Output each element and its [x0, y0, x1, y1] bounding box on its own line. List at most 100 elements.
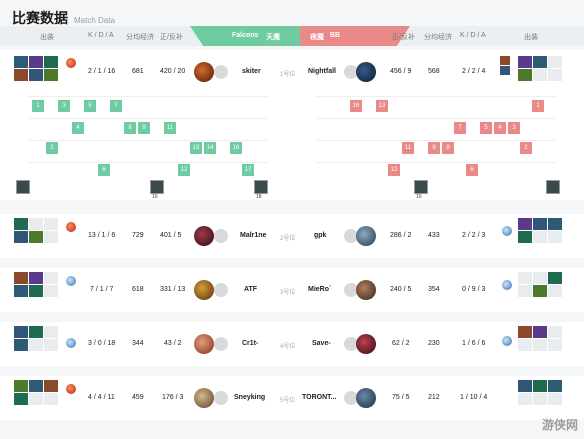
player-row-1[interactable]: 2 / 1 / 16 681 420 / 20 skiter 1号位 Night…: [0, 50, 584, 200]
gpm-right-5: 212: [428, 394, 440, 401]
kda-left-2: 13 / 1 / 6: [88, 232, 116, 239]
team-left-name-cn: 天鹰: [266, 34, 280, 41]
header-kda-right: K / D / A: [460, 32, 486, 39]
lhdn-left-1: 420 / 20: [160, 68, 186, 75]
header-gpm-right: 分均经济: [424, 34, 452, 41]
hero-icon-right-1[interactable]: [356, 62, 376, 82]
header-kda-left: K / D / A: [88, 32, 114, 39]
lhdn-right-2: 286 / 2: [390, 232, 412, 239]
team-right-banner[interactable]: 夜魇 BB: [300, 26, 410, 46]
items-right-2: [518, 218, 562, 243]
hero-icon-left-3[interactable]: [194, 280, 214, 300]
items-left-2: [14, 218, 58, 243]
kda-left-1: 2 / 1 / 16: [88, 68, 116, 75]
player-name-left-5[interactable]: Sneyking: [234, 394, 266, 401]
avatar-icon-left-5: [214, 391, 228, 405]
player-name-left-2[interactable]: Malr1ne: [240, 232, 267, 239]
player-name-left-4[interactable]: Cr1t-: [242, 340, 259, 347]
avatar-icon-right-2: [344, 229, 358, 243]
neutral-item-icon: [66, 384, 76, 394]
team-right-name: 夜魇: [310, 34, 324, 41]
hero-icon-right-5[interactable]: [356, 388, 376, 408]
hero-icon-left-4[interactable]: [194, 334, 214, 354]
gpm-left-2: 729: [132, 232, 144, 239]
skill-step: 16: [350, 100, 362, 112]
skill-step: 1: [532, 100, 544, 112]
talent-icon-left[interactable]: [254, 180, 268, 194]
player-name-right-5[interactable]: TORONT...: [302, 394, 337, 401]
avatar-icon-right-4: [344, 337, 358, 351]
gpm-left-5: 459: [132, 394, 144, 401]
page-title: 比赛数据: [12, 10, 68, 26]
skill-step: 16: [230, 142, 242, 154]
player-row-3[interactable]: 7 / 1 / 7 618 331 / 13 ATF 3号位 MieRo` 24…: [0, 268, 584, 312]
skill-step: 9: [428, 142, 440, 154]
talent-icon-right[interactable]: [414, 180, 428, 194]
gpm-left-3: 618: [132, 286, 144, 293]
gpm-right-1: 568: [428, 68, 440, 75]
gpm-right-2: 433: [428, 232, 440, 239]
player-name-right-4[interactable]: Save-: [312, 340, 331, 347]
hero-icon-left-5[interactable]: [194, 388, 214, 408]
lhdn-right-4: 62 / 2: [392, 340, 410, 347]
skill-step: 3: [58, 100, 70, 112]
hero-icon-left-2[interactable]: [194, 226, 214, 246]
skill-step: 2: [46, 142, 58, 154]
header-items-right: 出装: [524, 34, 538, 41]
items-right-3: [518, 272, 562, 297]
skill-step: 9: [138, 122, 150, 134]
talent-icon-left[interactable]: [150, 180, 164, 194]
items-left-1: [14, 56, 58, 81]
page-header: 比赛数据 Match Data: [12, 8, 115, 28]
player-name-right-2[interactable]: gpk: [314, 232, 327, 239]
skill-step: 12: [388, 164, 400, 176]
neutral-item-icon: [66, 276, 76, 286]
skill-step: 6: [98, 164, 110, 176]
lhdn-right-3: 240 / 5: [390, 286, 412, 293]
player-row-5[interactable]: 4 / 4 / 11 459 176 / 3 Sneyking 5号位 TORO…: [0, 376, 584, 420]
skill-step: 8: [442, 142, 454, 154]
skill-step: 3: [508, 122, 520, 134]
position-label-4: 4号位: [280, 344, 296, 350]
talent-tree-icon-left[interactable]: [16, 180, 30, 194]
skill-step: 11: [402, 142, 414, 154]
player-name-right-1[interactable]: Nightfall: [308, 68, 336, 75]
player-name-left-1[interactable]: skiter: [242, 68, 261, 75]
skill-step: 14: [204, 142, 216, 154]
hero-icon-left-1[interactable]: [194, 62, 214, 82]
position-label-2: 2号位: [280, 236, 296, 242]
items-left-4: [14, 326, 58, 351]
kda-right-2: 2 / 2 / 3: [462, 232, 486, 239]
skill-step: 11: [164, 122, 176, 134]
position-label-3: 3号位: [280, 290, 296, 296]
avatar-icon-right-5: [344, 391, 358, 405]
skill-step: 4: [494, 122, 506, 134]
player-row-4[interactable]: 3 / 0 / 18 344 43 / 2 Cr1t- 4号位 Save- 62…: [0, 322, 584, 366]
team-left-banner[interactable]: Falcons 天鹰: [190, 26, 300, 46]
avatar-icon-left-4: [214, 337, 228, 351]
player-row-2[interactable]: 13 / 1 / 6 729 401 / 5 Malr1ne 2号位 gpk 2…: [0, 214, 584, 258]
items-right-4: [518, 326, 562, 351]
team-right-score: BB: [330, 32, 341, 39]
kda-left-5: 4 / 4 / 11: [88, 394, 115, 401]
page-subtitle: Match Data: [74, 16, 115, 25]
avatar-icon-right-1: [344, 65, 358, 79]
skill-build-right: 16 13 1 7 5 4 3 11 9 8 2 12 6: [316, 96, 556, 176]
hero-icon-right-2[interactable]: [356, 226, 376, 246]
kda-right-5: 1 / 10 / 4: [460, 394, 488, 401]
kda-right-4: 1 / 6 / 6: [462, 340, 486, 347]
kda-left-4: 3 / 0 / 18: [88, 340, 116, 347]
hero-icon-right-4[interactable]: [356, 334, 376, 354]
lhdn-right-1: 456 / 9: [390, 68, 412, 75]
skill-step: 13: [376, 100, 388, 112]
player-name-left-3[interactable]: ATF: [244, 286, 258, 293]
talent-level-left: 10: [152, 194, 158, 200]
talent-tree-icon-right[interactable]: [546, 180, 560, 194]
items-left-3: [14, 272, 58, 297]
skill-step: 7: [454, 122, 466, 134]
items-right-5: [518, 380, 562, 405]
player-name-right-3[interactable]: MieRo`: [308, 286, 332, 293]
hero-icon-right-3[interactable]: [356, 280, 376, 300]
items-right-1: [518, 56, 562, 81]
skill-step: 6: [466, 164, 478, 176]
